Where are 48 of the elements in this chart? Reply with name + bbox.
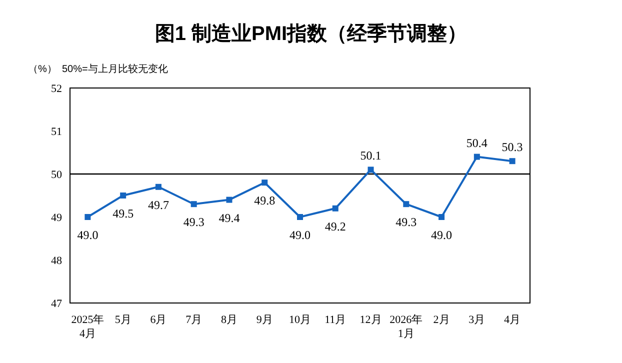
data-label: 49.3 (183, 215, 204, 230)
x-tick-label: 10月 (289, 314, 311, 326)
data-label: 49.7 (148, 198, 169, 212)
data-label: 49.0 (290, 228, 310, 242)
point (226, 196, 232, 203)
y-tick-label: 51 (51, 126, 62, 138)
x-tick-label: 4月 (504, 314, 521, 326)
y-tick-label: 48 (51, 255, 62, 267)
point (403, 201, 410, 208)
x-tick-label: 9月 (256, 314, 273, 326)
point (474, 154, 480, 160)
point (262, 180, 268, 186)
point (509, 158, 516, 164)
x-tick-label: 2025年 4月 (71, 314, 104, 340)
data-label: 49.8 (254, 194, 276, 208)
data-label: 49.2 (324, 219, 346, 234)
point (332, 205, 338, 212)
chart-title: 图1 制造业PMI指数（经季节调整） (154, 22, 468, 45)
point (368, 166, 374, 173)
point (120, 192, 126, 198)
y-tick-label: 52 (51, 83, 62, 95)
data-label: 49.5 (112, 206, 134, 220)
point (297, 214, 303, 220)
point (84, 214, 91, 220)
point (438, 214, 445, 220)
x-tick-label: 11月 (324, 314, 346, 326)
point (190, 201, 197, 208)
data-label: 50.4 (466, 136, 488, 150)
y-tick-label: 49 (51, 212, 62, 224)
x-tick-label: 2026年 1月 (390, 314, 423, 340)
data-label: 49.0 (77, 228, 98, 242)
point (155, 184, 162, 190)
y-tick-label: 47 (51, 298, 62, 310)
data-label: 50.1 (360, 148, 382, 163)
x-tick-label: 8月 (220, 314, 238, 326)
x-tick-label: 3月 (468, 314, 486, 326)
y-axis-title: （%） (28, 64, 57, 75)
x-tick-label: 12月 (360, 314, 382, 326)
y-tick-label: 50 (51, 169, 62, 181)
data-label: 49.4 (218, 210, 240, 225)
data-label: 49.0 (431, 228, 452, 242)
text: 50%=与上月比较无变化 (62, 63, 168, 75)
x-tick-label: 5月 (114, 314, 132, 326)
data-label: 50.3 (502, 140, 523, 154)
x-tick-label: 6月 (150, 314, 167, 326)
x-tick-label: 7月 (186, 314, 202, 326)
x-tick-label: 2月 (433, 314, 450, 326)
data-label: 49.3 (396, 215, 417, 230)
